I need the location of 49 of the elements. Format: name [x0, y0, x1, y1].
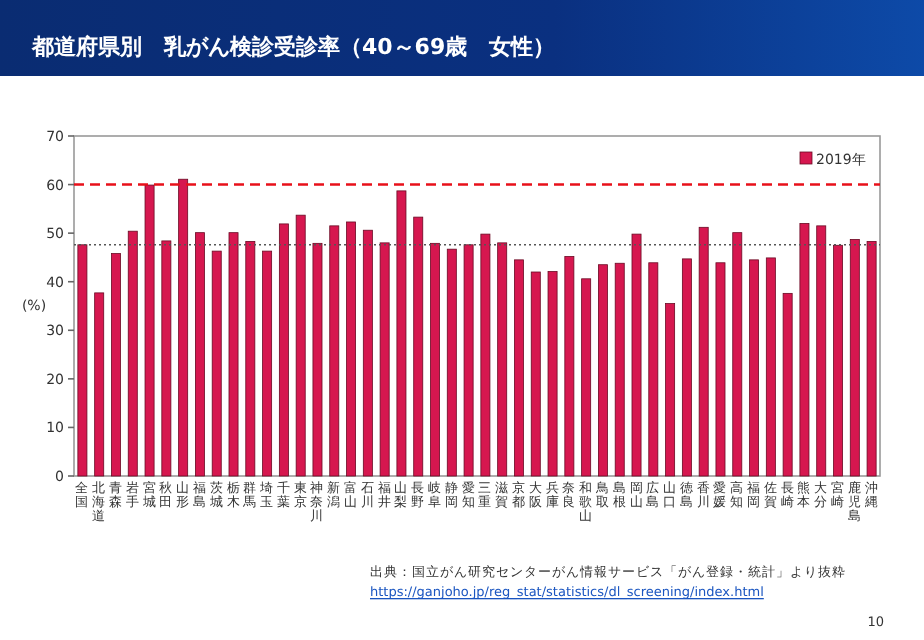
bar	[715, 262, 726, 477]
bar	[312, 242, 323, 477]
chart-title: 都道府県別 乳がん検診受診率（40～69歳 女性）	[30, 34, 556, 60]
bar	[581, 278, 592, 477]
bar	[866, 241, 877, 477]
bar	[430, 242, 440, 477]
bar	[463, 244, 474, 477]
bar	[178, 178, 189, 477]
bar	[245, 241, 256, 477]
bar	[782, 292, 793, 477]
bar	[614, 262, 625, 477]
bar	[497, 242, 508, 477]
bar	[413, 216, 424, 477]
bar	[547, 271, 558, 477]
bar	[446, 248, 457, 477]
bar	[698, 226, 709, 477]
bar	[598, 264, 608, 477]
bar	[362, 229, 373, 477]
bar	[799, 223, 810, 477]
bar	[278, 223, 289, 477]
bar	[195, 232, 205, 477]
bar	[295, 214, 306, 477]
bar	[127, 230, 138, 477]
bar	[530, 271, 541, 477]
bar	[211, 250, 222, 477]
bar	[144, 184, 155, 477]
bar	[77, 244, 88, 477]
bar	[749, 259, 759, 477]
bar	[681, 258, 692, 477]
bar	[631, 233, 642, 477]
bar	[648, 262, 659, 477]
bar	[346, 221, 356, 477]
bar	[665, 303, 676, 477]
bar	[514, 259, 524, 477]
bar	[564, 256, 575, 477]
bar	[161, 240, 172, 477]
bar	[329, 225, 340, 477]
bar	[111, 253, 121, 477]
bar	[849, 239, 860, 477]
bar	[732, 232, 743, 477]
bar	[480, 233, 491, 477]
bar	[379, 242, 390, 477]
bar	[228, 232, 239, 477]
bar	[94, 292, 105, 477]
bar	[765, 257, 776, 477]
bar	[833, 244, 843, 477]
bar	[396, 190, 407, 477]
bar	[816, 225, 827, 477]
bar	[262, 250, 273, 477]
